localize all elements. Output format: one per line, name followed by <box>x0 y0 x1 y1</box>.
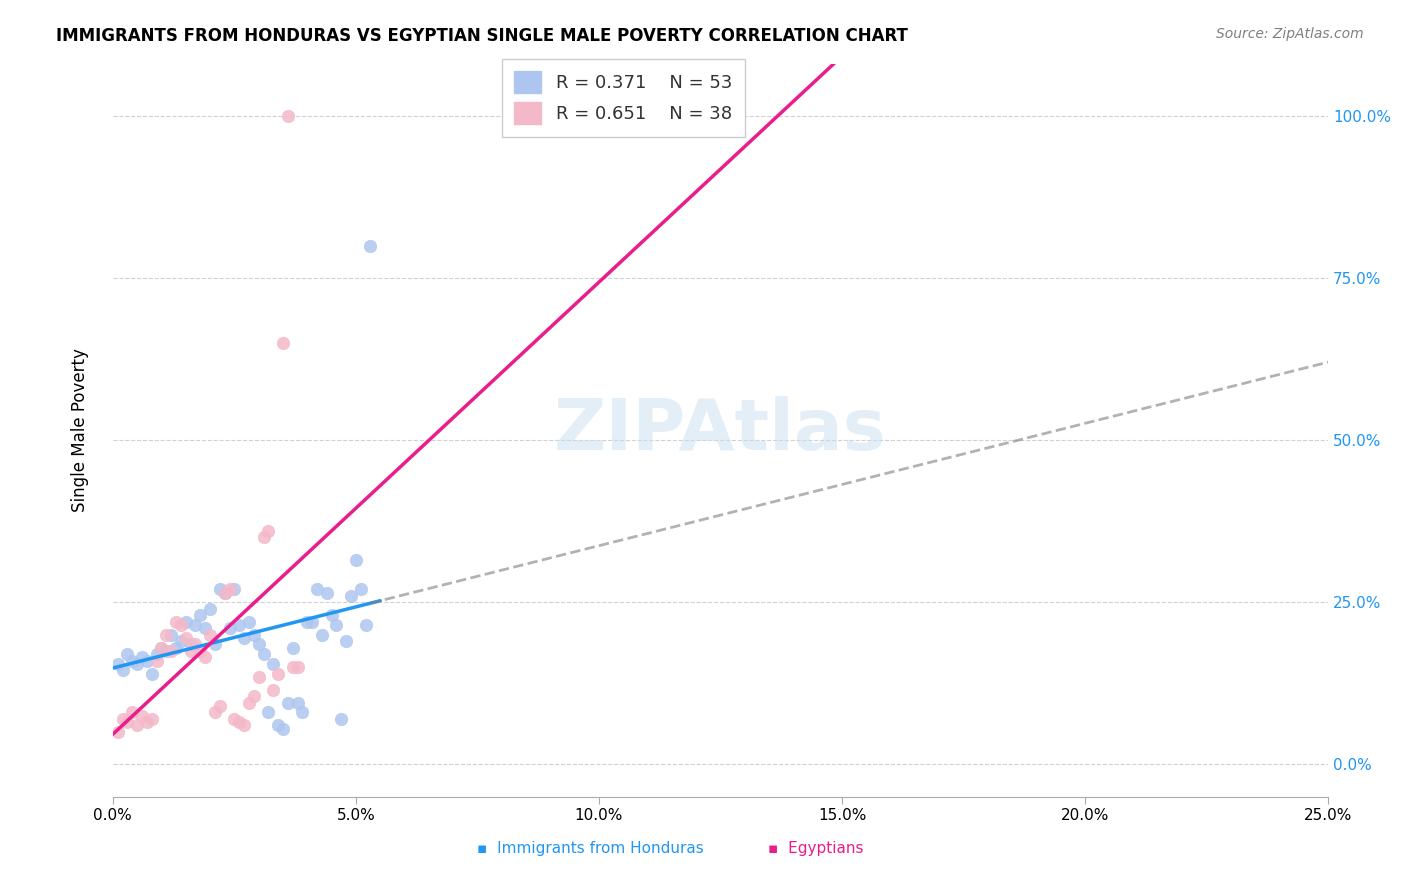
Point <box>135 715 157 730</box>
Point <box>354 618 377 632</box>
Point <box>107 724 129 739</box>
Point <box>198 601 221 615</box>
Point <box>305 582 328 597</box>
Point <box>131 708 153 723</box>
Point <box>243 690 266 704</box>
Point <box>184 618 207 632</box>
Y-axis label: Single Male Poverty: Single Male Poverty <box>72 349 89 512</box>
Point <box>330 712 353 726</box>
Point <box>344 553 367 567</box>
Point <box>180 637 202 651</box>
Point <box>194 650 217 665</box>
Point <box>228 618 250 632</box>
Point <box>155 627 177 641</box>
Point <box>155 644 177 658</box>
Point <box>311 627 333 641</box>
Point <box>174 631 197 645</box>
Point <box>188 608 211 623</box>
Point <box>127 718 149 732</box>
Text: Source: ZipAtlas.com: Source: ZipAtlas.com <box>1216 27 1364 41</box>
Point <box>180 644 202 658</box>
Point <box>340 589 363 603</box>
Point <box>287 660 309 674</box>
Point <box>287 696 309 710</box>
Point <box>204 637 226 651</box>
Point <box>238 696 260 710</box>
Text: IMMIGRANTS FROM HONDURAS VS EGYPTIAN SINGLE MALE POVERTY CORRELATION CHART: IMMIGRANTS FROM HONDURAS VS EGYPTIAN SIN… <box>56 27 908 45</box>
Point <box>111 663 134 677</box>
Point <box>277 696 299 710</box>
Point <box>150 640 173 655</box>
Point <box>262 682 284 697</box>
Point <box>174 615 197 629</box>
Point <box>170 618 193 632</box>
Point <box>135 654 157 668</box>
Point <box>194 621 217 635</box>
Point <box>208 582 231 597</box>
Point <box>321 608 343 623</box>
Point <box>297 615 319 629</box>
Point <box>360 239 382 253</box>
Point <box>218 621 240 635</box>
Point <box>170 634 193 648</box>
Point <box>224 582 246 597</box>
Point <box>160 644 183 658</box>
Point <box>267 718 290 732</box>
Point <box>267 666 290 681</box>
Point <box>257 524 280 538</box>
Text: ▪  Immigrants from Honduras: ▪ Immigrants from Honduras <box>477 841 704 856</box>
Point <box>145 654 167 668</box>
Point <box>238 615 260 629</box>
Point <box>233 631 256 645</box>
Point <box>233 718 256 732</box>
Point <box>198 627 221 641</box>
Point <box>165 615 187 629</box>
Point <box>188 644 211 658</box>
Point <box>141 666 163 681</box>
Point <box>262 657 284 671</box>
Point <box>208 698 231 713</box>
Point <box>247 637 270 651</box>
Point <box>271 336 294 351</box>
Point <box>252 647 274 661</box>
Point <box>214 585 236 599</box>
Point <box>301 615 323 629</box>
Point <box>141 712 163 726</box>
Point <box>291 706 314 720</box>
Point <box>271 722 294 736</box>
Point <box>117 715 139 730</box>
Text: ▪  Egyptians: ▪ Egyptians <box>768 841 863 856</box>
Point <box>214 585 236 599</box>
Point <box>204 706 226 720</box>
Point <box>325 618 347 632</box>
Point <box>257 706 280 720</box>
Point <box>184 637 207 651</box>
Point <box>243 627 266 641</box>
Point <box>281 640 304 655</box>
Point <box>121 706 143 720</box>
Point <box>127 657 149 671</box>
Point <box>247 670 270 684</box>
Point <box>228 715 250 730</box>
Point <box>218 582 240 597</box>
Point <box>121 654 143 668</box>
Point <box>277 109 299 123</box>
Text: ZIPAtlas: ZIPAtlas <box>554 396 887 465</box>
Point <box>252 531 274 545</box>
Point <box>281 660 304 674</box>
Legend: R = 0.371    N = 53, R = 0.651    N = 38: R = 0.371 N = 53, R = 0.651 N = 38 <box>502 59 745 137</box>
Point <box>160 627 183 641</box>
Point <box>111 712 134 726</box>
Point <box>165 640 187 655</box>
Point <box>150 640 173 655</box>
Point <box>350 582 373 597</box>
Point <box>107 657 129 671</box>
Point <box>335 634 357 648</box>
Point <box>117 647 139 661</box>
Point <box>131 650 153 665</box>
Point <box>224 712 246 726</box>
Point <box>145 647 167 661</box>
Point <box>315 585 337 599</box>
